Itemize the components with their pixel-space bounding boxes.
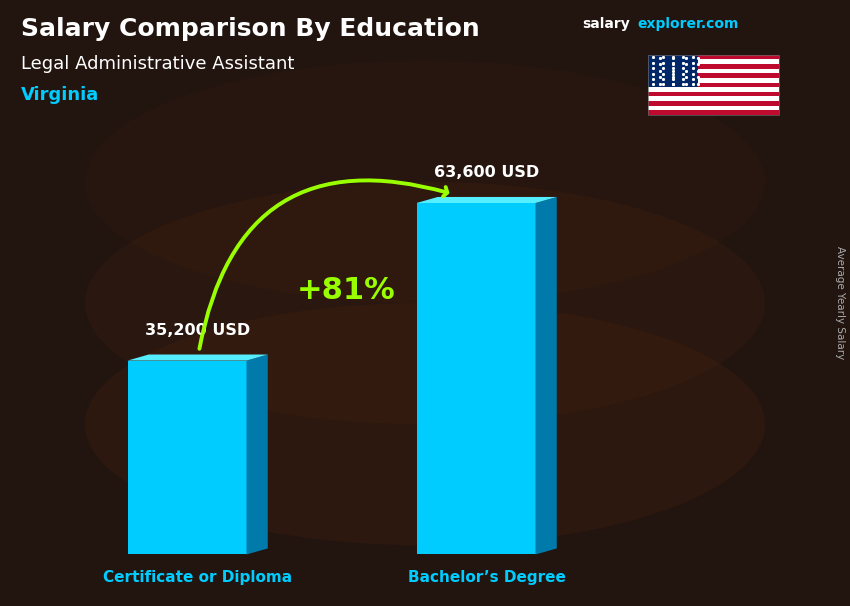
Bar (648, 101, 779, 106)
Bar (648, 55, 699, 87)
Bar (648, 110, 779, 115)
Text: 63,600 USD: 63,600 USD (434, 165, 539, 180)
Bar (416, 203, 536, 554)
Polygon shape (246, 355, 268, 554)
Bar (648, 59, 779, 64)
Bar (648, 78, 779, 82)
Ellipse shape (85, 182, 765, 424)
Bar (648, 92, 779, 96)
Text: 35,200 USD: 35,200 USD (145, 322, 250, 338)
Bar (648, 87, 779, 92)
Text: Legal Administrative Assistant: Legal Administrative Assistant (21, 55, 295, 73)
Text: Certificate or Diploma: Certificate or Diploma (103, 570, 292, 585)
Polygon shape (416, 197, 557, 203)
Ellipse shape (85, 61, 765, 303)
Bar (648, 68, 779, 73)
Bar (648, 55, 779, 115)
Polygon shape (536, 197, 557, 554)
Text: Virginia: Virginia (21, 86, 99, 104)
Bar (648, 96, 779, 101)
Text: explorer.com: explorer.com (638, 17, 739, 31)
Text: Salary Comparison By Education: Salary Comparison By Education (21, 17, 480, 41)
Bar (648, 64, 779, 68)
Bar (648, 55, 779, 59)
Bar (648, 73, 779, 78)
Polygon shape (128, 355, 268, 361)
Text: +81%: +81% (297, 276, 396, 305)
Text: salary: salary (582, 17, 630, 31)
Bar (128, 361, 246, 554)
Ellipse shape (85, 303, 765, 545)
Text: Bachelor’s Degree: Bachelor’s Degree (408, 570, 565, 585)
Bar (648, 106, 779, 110)
Text: Average Yearly Salary: Average Yearly Salary (835, 247, 845, 359)
Bar (648, 82, 779, 87)
